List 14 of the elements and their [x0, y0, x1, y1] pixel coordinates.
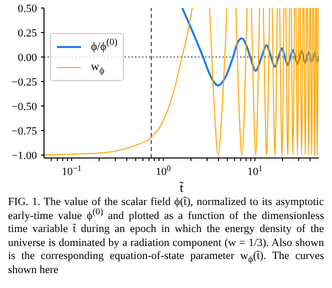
- y-tick-label: −0.50: [12, 101, 38, 114]
- y-tick-label: 0.50: [18, 3, 38, 15]
- x-tick-label: 10$^{0}$: [156, 164, 171, 178]
- x-tick-label: 10$^{−1}$: [62, 164, 82, 178]
- y-tick-label: 0.00: [18, 52, 38, 64]
- y-tick-label: 0.25: [18, 28, 38, 40]
- text: FIG. 1. The value of the scalar field ϕ(t̃), normalized to its asymptotic early-time value ϕ$^{(0)}$ and plotted as a function of the dimensionless time variable t̃ during an epoch in which the energy density of the universe is dominated by a radiation component (w = 1/3). Also shown is the corresponding equation-of-state parameter w$_{ϕ}$(t̃). The curves shown here: [8, 196, 324, 276]
- y-tick-label: −1.00: [12, 150, 38, 162]
- x-axis-title: t̃: [179, 180, 184, 195]
- legend-label: ϕ/ϕ$^{(0)}$: [91, 37, 118, 53]
- x-tick-label: 10$^{1}$: [247, 164, 262, 178]
- y-tick-label: −0.75: [12, 126, 38, 138]
- legend-label: w$_{ϕ}$: [91, 61, 104, 76]
- y-tick-label: −0.25: [12, 76, 38, 89]
